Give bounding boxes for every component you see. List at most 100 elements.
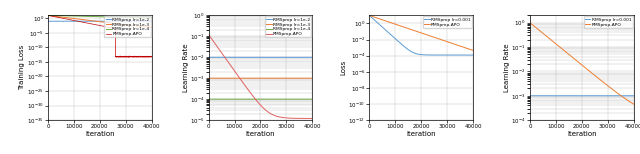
Line: RMSprop lr=1e-3: RMSprop lr=1e-3 (48, 15, 152, 27)
RMSprop lr=1e-2 (205, 56, 212, 58)
RMSprop-APO (447, 42, 455, 44)
RMSprop-APO (630, 103, 637, 105)
RMSprop-APO (255, 103, 263, 104)
RMSprop lr=1e-2 (145, 20, 152, 22)
Line: RMSprop lr=0.001: RMSprop lr=0.001 (369, 15, 473, 55)
RMSprop lr=1e-2 (305, 56, 313, 58)
Line: RMSprop-APO: RMSprop-APO (209, 35, 312, 118)
RMSprop lr=1e-3 (305, 77, 313, 79)
RMSprop lr=0.001 (466, 54, 474, 56)
RMSprop lr=1e-3 (92, 20, 99, 22)
RMSprop-APO (469, 49, 477, 51)
RMSprop lr=0.001 (365, 14, 373, 16)
RMSprop lr=1e-4 (252, 98, 260, 100)
RMSprop lr=1e-3 (255, 77, 263, 79)
Y-axis label: Training Loss: Training Loss (19, 45, 26, 90)
RMSprop-APO (126, 56, 134, 58)
RMSprop-APO (627, 101, 634, 103)
RMSprop lr=1e-4 (287, 98, 294, 100)
RMSprop lr=1e-2 (308, 56, 316, 58)
RMSprop lr=1e-3 (148, 26, 156, 28)
RMSprop-APO (305, 118, 313, 119)
RMSprop-APO (365, 14, 373, 16)
RMSprop lr=0.001 (574, 95, 582, 97)
RMSprop-APO (92, 24, 99, 26)
RMSprop lr=1e-3 (95, 21, 102, 22)
RMSprop-APO (608, 88, 616, 90)
RMSprop lr=1e-3 (49, 15, 57, 17)
Line: RMSprop lr=1e-4: RMSprop lr=1e-4 (48, 15, 152, 18)
RMSprop lr=1e-4 (92, 16, 99, 18)
RMSprop-APO (531, 26, 539, 28)
X-axis label: Iteration: Iteration (246, 131, 275, 137)
RMSprop-APO (308, 118, 316, 119)
RMSprop-APO (526, 22, 534, 24)
RMSprop-APO (371, 16, 378, 18)
Y-axis label: Loss: Loss (340, 60, 347, 75)
RMSprop lr=1e-4 (126, 16, 134, 18)
RMSprop lr=1e-3 (308, 77, 316, 79)
RMSprop-APO (145, 56, 152, 58)
RMSprop lr=1e-3 (145, 26, 152, 28)
RMSprop lr=1e-3 (210, 77, 218, 79)
RMSprop lr=1e-4 (255, 98, 263, 100)
RMSprop lr=1e-2 (255, 56, 263, 58)
X-axis label: Iteration: Iteration (406, 131, 436, 137)
RMSprop lr=1e-4 (210, 98, 218, 100)
RMSprop-APO (145, 56, 152, 58)
RMSprop lr=1e-2 (92, 20, 99, 22)
RMSprop lr=0.001 (627, 95, 634, 97)
RMSprop-APO (416, 31, 424, 33)
RMSprop lr=1e-4 (44, 14, 52, 16)
RMSprop-APO (466, 48, 474, 50)
RMSprop lr=1e-4 (148, 17, 156, 19)
RMSprop lr=0.001 (630, 95, 637, 97)
RMSprop lr=0.001 (447, 54, 455, 56)
RMSprop lr=0.001 (416, 53, 424, 55)
RMSprop lr=1e-2 (95, 20, 102, 22)
RMSprop lr=1e-2 (287, 56, 294, 58)
Line: RMSprop-APO: RMSprop-APO (48, 15, 152, 57)
RMSprop lr=0.001 (627, 95, 634, 97)
Legend: RMSprop lr=0.001, RMSprop-APO: RMSprop lr=0.001, RMSprop-APO (423, 16, 472, 28)
RMSprop lr=1e-2 (148, 20, 156, 22)
RMSprop lr=1e-4 (308, 98, 316, 100)
RMSprop-APO (466, 49, 474, 50)
RMSprop-APO (627, 101, 634, 103)
RMSprop lr=1e-4 (145, 17, 152, 19)
RMSprop lr=1e-3 (126, 24, 134, 26)
RMSprop lr=0.001 (608, 95, 616, 97)
RMSprop-APO (413, 30, 420, 32)
RMSprop-APO (143, 56, 150, 58)
RMSprop lr=1e-4 (49, 15, 57, 16)
RMSprop lr=1e-3 (287, 77, 294, 79)
Legend: RMSprop lr=1e-2, RMSprop lr=1e-3, RMSprop lr=1e-4, RMSprop-APO: RMSprop lr=1e-2, RMSprop lr=1e-3, RMSpro… (265, 16, 312, 37)
RMSprop-APO (95, 24, 102, 26)
RMSprop lr=0.001 (469, 54, 477, 56)
RMSprop lr=1e-3 (145, 26, 152, 28)
Legend: RMSprop lr=0.001, RMSprop-APO: RMSprop lr=0.001, RMSprop-APO (584, 16, 633, 28)
RMSprop lr=1e-3 (305, 77, 313, 79)
RMSprop lr=1e-4 (145, 17, 152, 19)
RMSprop lr=0.001 (466, 54, 474, 56)
RMSprop-APO (148, 56, 156, 58)
RMSprop lr=0.001 (371, 19, 378, 21)
RMSprop lr=1e-2 (252, 56, 260, 58)
RMSprop-APO (305, 118, 313, 119)
RMSprop-APO (205, 34, 212, 36)
RMSprop lr=1e-3 (252, 77, 260, 79)
RMSprop lr=0.001 (413, 53, 420, 55)
RMSprop lr=0.001 (531, 95, 539, 97)
RMSprop-APO (49, 16, 57, 17)
RMSprop lr=1e-2 (126, 20, 134, 22)
RMSprop-APO (574, 61, 582, 63)
RMSprop lr=1e-2 (145, 20, 152, 22)
Line: RMSprop-APO: RMSprop-APO (369, 15, 473, 50)
X-axis label: Iteration: Iteration (567, 131, 596, 137)
Line: RMSprop-APO: RMSprop-APO (530, 23, 634, 104)
Legend: RMSprop lr=1e-2, RMSprop lr=1e-3, RMSprop lr=1e-4, RMSprop-APO: RMSprop lr=1e-2, RMSprop lr=1e-3, RMSpro… (104, 16, 151, 37)
RMSprop-APO (210, 41, 218, 43)
RMSprop lr=0.001 (526, 95, 534, 97)
RMSprop lr=1e-4 (95, 16, 102, 18)
RMSprop lr=1e-2 (49, 20, 57, 22)
